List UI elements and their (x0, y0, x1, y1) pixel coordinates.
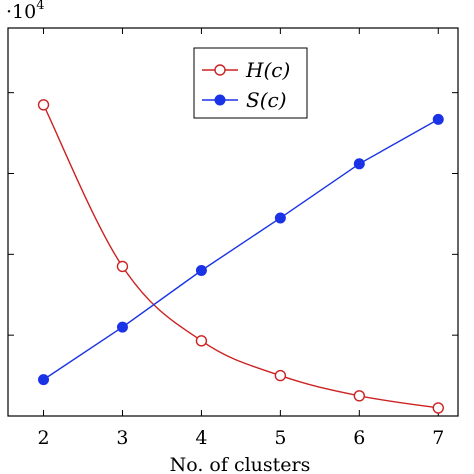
x-axis-label: No. of clusters (170, 454, 311, 474)
data-point (116, 321, 128, 333)
plot-frame (7, 27, 459, 417)
y-axis-multiplier: ·104 (6, 0, 45, 23)
x-tick-label: 6 (353, 427, 365, 449)
series-layer (37, 99, 444, 414)
x-tick-label: 4 (195, 427, 207, 449)
data-point (116, 260, 129, 273)
series-line (42, 104, 439, 409)
series-s (38, 113, 444, 386)
legend-label: H(c) (245, 58, 290, 82)
y-multiplier-base: ·10 (6, 1, 36, 23)
x-axis-ticks: 2 3 4 5 6 7 (37, 28, 444, 449)
legend-box (193, 47, 308, 119)
y-multiplier-exponent: 4 (36, 0, 44, 13)
series-h (37, 99, 444, 414)
data-point (195, 335, 208, 347)
data-point (432, 402, 444, 414)
x-tick-label: 5 (274, 427, 286, 449)
legend-entry: H(c) (202, 58, 290, 82)
series-line (43, 118, 439, 381)
legend-label: S(c) (246, 88, 287, 112)
data-point (37, 99, 50, 111)
y-axis-ticks (8, 92, 458, 336)
plot-area (7, 27, 459, 417)
data-point (38, 374, 50, 386)
x-tick-label: 2 (37, 427, 49, 449)
legend-marker (214, 94, 226, 106)
data-point (353, 158, 365, 170)
data-point (274, 212, 286, 224)
data-point (195, 265, 207, 276)
legend-entry: S(c) (202, 88, 287, 112)
data-point (432, 113, 444, 125)
x-tick-label: 7 (432, 427, 444, 449)
data-point (274, 369, 287, 382)
legend: H(c) S(c) (193, 47, 308, 119)
x-tick-label: 3 (116, 427, 128, 449)
legend-marker (214, 64, 226, 76)
data-point (353, 390, 366, 402)
